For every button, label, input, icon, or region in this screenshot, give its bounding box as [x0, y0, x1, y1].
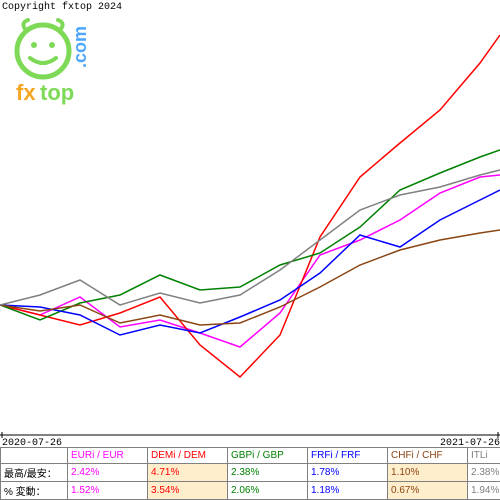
cell-hilo: 2.38% — [468, 464, 500, 482]
chart-svg — [0, 15, 500, 450]
chart-plot-area: 2020-07-26 2021-07-26 — [0, 15, 500, 450]
col-header: DEMi / DEM — [148, 448, 228, 464]
cell-hilo: 4.71% — [148, 464, 228, 482]
cell-hilo: 1.10% — [388, 464, 468, 482]
cell-pct: 3.54% — [148, 482, 228, 500]
data-table: EURi / EURDEMi / DEMGBPi / GBPFRFi / FRF… — [0, 447, 500, 500]
cell-hilo: 2.42% — [68, 464, 148, 482]
series-frfi-frf — [0, 190, 500, 335]
col-header: GBPi / GBP — [228, 448, 308, 464]
cell-hilo: 2.38% — [228, 464, 308, 482]
cell-pct: 2.06% — [228, 482, 308, 500]
copyright-text: Copyright fxtop 2024 — [2, 2, 122, 13]
cell-pct: 1.52% — [68, 482, 148, 500]
series-gbpi-gbp — [0, 150, 500, 320]
col-header: FRFi / FRF — [308, 448, 388, 464]
series-demi-dem — [0, 35, 500, 377]
cell-pct: 0.67% — [388, 482, 468, 500]
cell-pct: 1.18% — [308, 482, 388, 500]
cell-pct: 1.94% — [468, 482, 500, 500]
col-header: CHFi / CHF — [388, 448, 468, 464]
col-header: ITLi — [468, 448, 500, 464]
col-header: EURi / EUR — [68, 448, 148, 464]
row-label-hilo: 最高/最安： — [1, 464, 68, 482]
table-corner — [1, 448, 68, 464]
chart-container: Copyright fxtop 2024 fx top .com 2020-07… — [0, 0, 500, 500]
series-chfi-chf — [0, 230, 500, 325]
cell-hilo: 1.78% — [308, 464, 388, 482]
series-itli — [0, 170, 500, 305]
row-label-pct: % 変動： — [1, 482, 68, 500]
series-euri-eur — [0, 175, 500, 347]
